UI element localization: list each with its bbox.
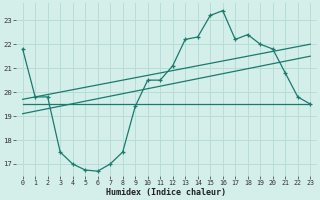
X-axis label: Humidex (Indice chaleur): Humidex (Indice chaleur) <box>107 188 227 197</box>
